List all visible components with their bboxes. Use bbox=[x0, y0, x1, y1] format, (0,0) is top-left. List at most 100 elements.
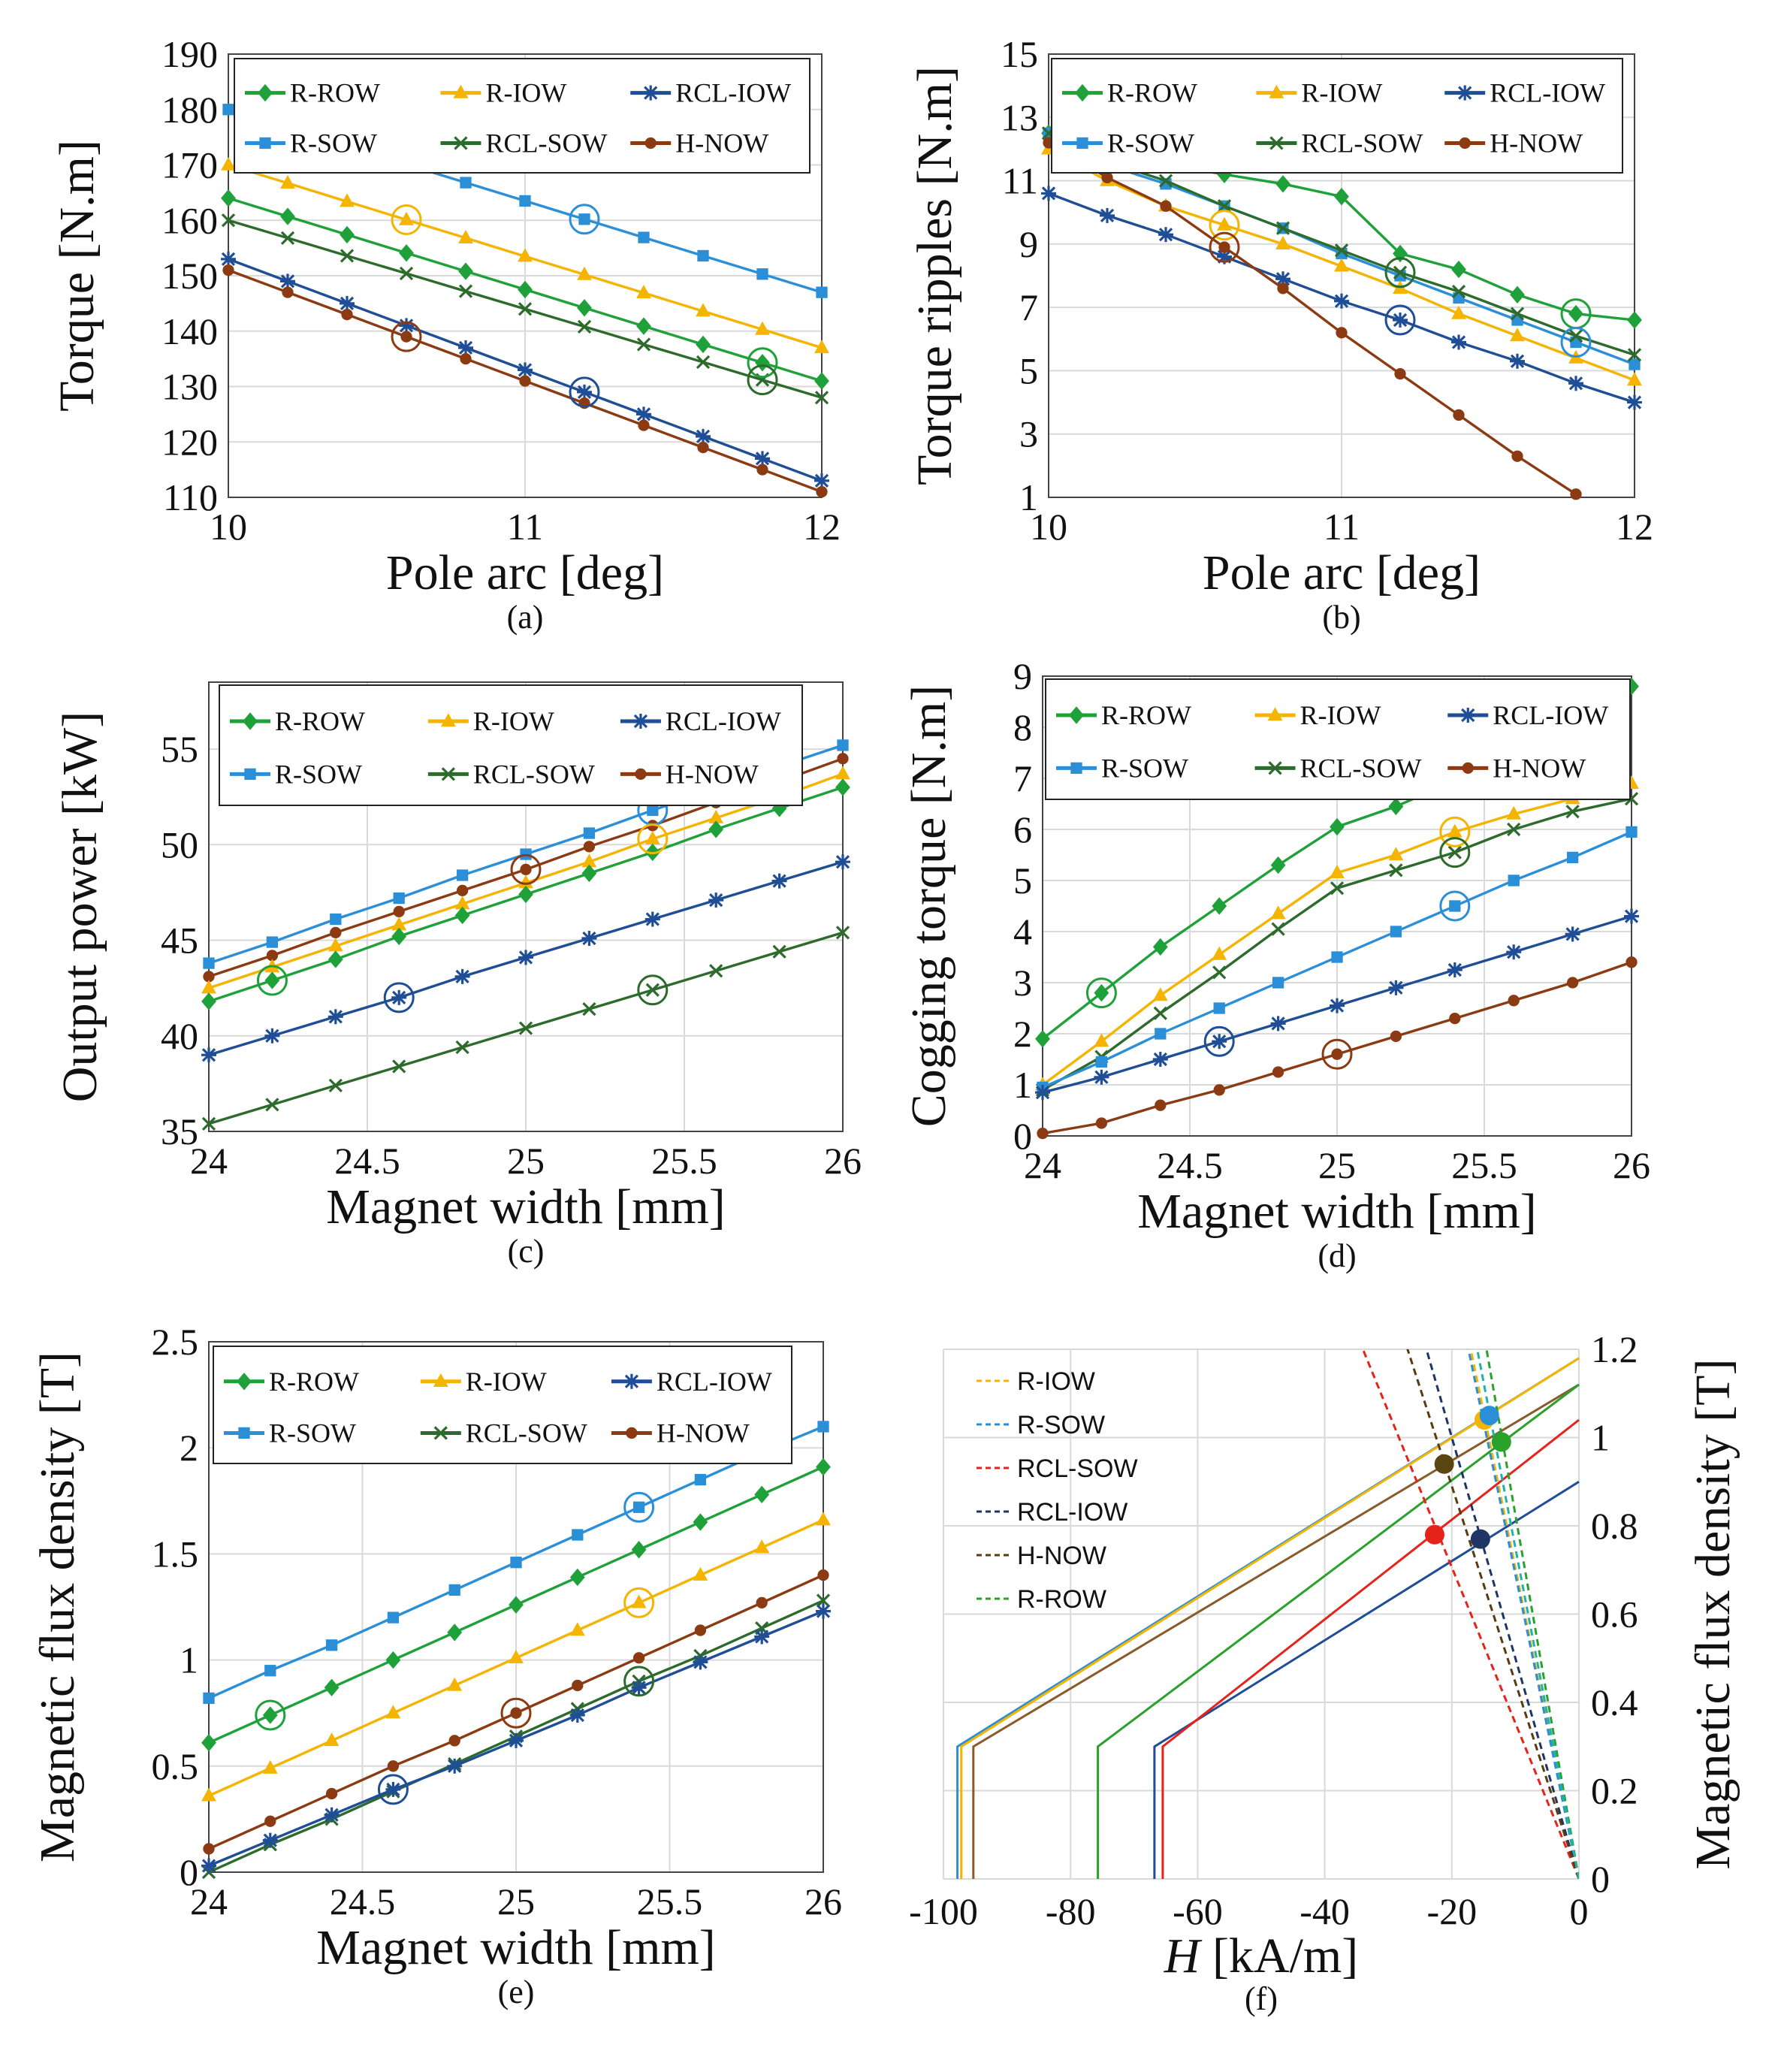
y-tick-label: 130 bbox=[161, 366, 218, 408]
highlight-ring-rcl-sow bbox=[637, 974, 669, 1006]
y-tick-label: 0 bbox=[180, 1851, 198, 1893]
legend-item-rcl-sow: RCL-SOW bbox=[977, 1454, 1138, 1483]
data-point-rcl-sow-stroke bbox=[1217, 199, 1232, 213]
panel-label: (f) bbox=[1245, 1980, 1278, 2017]
legend-marker bbox=[623, 1373, 639, 1389]
data-point-rcl-sow-stroke bbox=[1275, 221, 1290, 235]
data-point-rcl-iow bbox=[581, 930, 597, 946]
legend-item-r-row: R-ROW bbox=[1062, 78, 1197, 108]
data-point-r-row bbox=[1212, 897, 1227, 915]
data-point-h-now bbox=[387, 1760, 400, 1772]
data-point-h-now bbox=[1449, 1012, 1461, 1025]
legend-item-rcl-iow: RCL-IOW bbox=[1447, 700, 1608, 730]
legend-item-r-iow: R-IOW bbox=[1256, 78, 1382, 108]
data-point-rcl-sow-stroke bbox=[645, 983, 660, 997]
data-point-rcl-iow bbox=[1624, 908, 1639, 924]
series-rcl-iow bbox=[1035, 908, 1639, 1101]
x-tick-label: 12 bbox=[1616, 506, 1653, 548]
data-point-h-now bbox=[1272, 1066, 1284, 1078]
data-point-r-row bbox=[509, 1596, 524, 1614]
data-point-h-now bbox=[632, 1652, 645, 1664]
data-point-rcl-iow bbox=[518, 950, 533, 965]
data-point-r-sow bbox=[456, 869, 469, 881]
y-tick-label: 1 bbox=[1019, 476, 1038, 518]
legend-box bbox=[234, 58, 810, 174]
highlight-ring-r-iow bbox=[637, 823, 669, 855]
data-point-h-now bbox=[1570, 488, 1582, 500]
y-tick-label: 7 bbox=[1019, 286, 1038, 328]
data-point-r-iow bbox=[280, 175, 295, 189]
data-point-rcl-iow bbox=[1100, 207, 1115, 223]
data-point-rcl-iow bbox=[814, 473, 829, 488]
data-point-r-row bbox=[816, 1457, 831, 1476]
data-point-rcl-sow-stroke bbox=[1153, 1006, 1167, 1020]
data-point-rcl-sow-stroke bbox=[1565, 805, 1580, 819]
series-r-row bbox=[201, 778, 850, 1010]
legend-item-r-sow: R-SOW bbox=[1056, 753, 1188, 783]
data-point-h-now bbox=[1218, 241, 1230, 253]
legend-item-rcl-sow: RCL-SOW bbox=[1254, 753, 1422, 783]
legend-label-h-now: H-NOW bbox=[1490, 128, 1583, 158]
x-tick-label: -20 bbox=[1426, 1890, 1477, 1932]
legend-label-rcl-sow: RCL-SOW bbox=[1301, 128, 1423, 158]
y-tick-label: 55 bbox=[161, 728, 198, 770]
data-point-rcl-sow-stroke bbox=[1507, 822, 1521, 837]
highlight-ring-h-now bbox=[1209, 231, 1240, 263]
legend-marker bbox=[259, 137, 271, 150]
data-point-h-now bbox=[282, 286, 294, 298]
legend-item-r-iow: R-IOW bbox=[1254, 700, 1381, 730]
data-point-rcl-sow-stroke bbox=[1271, 922, 1285, 936]
data-point-rcl-sow bbox=[816, 1593, 831, 1608]
data-point-r-row bbox=[708, 820, 724, 838]
data-point-r-iow bbox=[581, 853, 597, 868]
demag-curve-r-row bbox=[1097, 1383, 1580, 1879]
x-tick-label: -100 bbox=[909, 1890, 978, 1932]
data-point-h-now bbox=[756, 1596, 768, 1609]
data-point-r-iow bbox=[569, 1622, 585, 1636]
highlight-ring-h-now bbox=[1321, 1038, 1353, 1070]
x-tick-label: 26 bbox=[1613, 1144, 1650, 1186]
x-tick-label: 24 bbox=[190, 1880, 228, 1922]
data-point-r-row bbox=[569, 1568, 585, 1587]
data-point-rcl-sow-stroke bbox=[518, 1021, 533, 1035]
data-point-rcl-sow-stroke bbox=[1393, 265, 1408, 279]
data-point-h-now bbox=[330, 926, 342, 939]
data-point-r-sow bbox=[1213, 1002, 1225, 1014]
highlight-ring-rcl-iow bbox=[1203, 1025, 1235, 1057]
data-point-r-row bbox=[399, 244, 414, 262]
data-point-rcl-sow bbox=[280, 231, 295, 245]
data-point-r-sow bbox=[330, 913, 342, 926]
y-tick-label: 50 bbox=[161, 823, 198, 865]
data-point-r-sow bbox=[325, 1639, 338, 1651]
series-r-iow bbox=[201, 1512, 831, 1802]
data-point-r-iow bbox=[1510, 328, 1525, 342]
chart-panel-e: 0 0.5 1 1.5 2 2.5 24 24.5 25 25.5 26 Magnet width [… bbox=[30, 1321, 842, 2010]
legend-item-h-now: H-NOW bbox=[1447, 753, 1586, 783]
y-tick-label: 9 bbox=[1019, 223, 1038, 265]
legend-label-r-sow: R-SOW bbox=[1101, 753, 1188, 783]
legend-label-r-iow: R-IOW bbox=[485, 78, 566, 108]
data-point-r-row bbox=[631, 1541, 647, 1559]
legend-item-r-row: R-ROW bbox=[977, 1585, 1106, 1614]
data-point-r-sow bbox=[1155, 1028, 1167, 1040]
data-point-rcl-iow bbox=[1330, 998, 1345, 1013]
data-point-r-iow bbox=[577, 266, 592, 280]
data-point-rcl-sow bbox=[328, 1078, 343, 1093]
legend-marker bbox=[1462, 762, 1474, 775]
data-point-r-row bbox=[1510, 285, 1525, 304]
legend-label-r-row: R-ROW bbox=[1107, 78, 1197, 108]
x-axis-label: H [kA/m] bbox=[1164, 1929, 1358, 1983]
data-point-h-now bbox=[203, 971, 215, 983]
legend-marker bbox=[643, 85, 659, 101]
data-point-rcl-sow bbox=[201, 1116, 216, 1131]
data-point-r-row bbox=[1451, 260, 1466, 279]
data-point-rcl-sow-stroke bbox=[458, 284, 473, 298]
data-point-r-sow bbox=[510, 1557, 522, 1569]
plot-frame bbox=[1042, 675, 1632, 1137]
legend-label-rcl-iow: RCL-IOW bbox=[1493, 700, 1608, 730]
legend-marker bbox=[1269, 136, 1284, 150]
data-point-r-sow bbox=[266, 936, 279, 948]
demag-curve-r-iow bbox=[960, 1357, 1580, 1879]
legend-label-r-iow: R-IOW bbox=[466, 1367, 547, 1397]
y-tick-label: 150 bbox=[161, 255, 218, 297]
